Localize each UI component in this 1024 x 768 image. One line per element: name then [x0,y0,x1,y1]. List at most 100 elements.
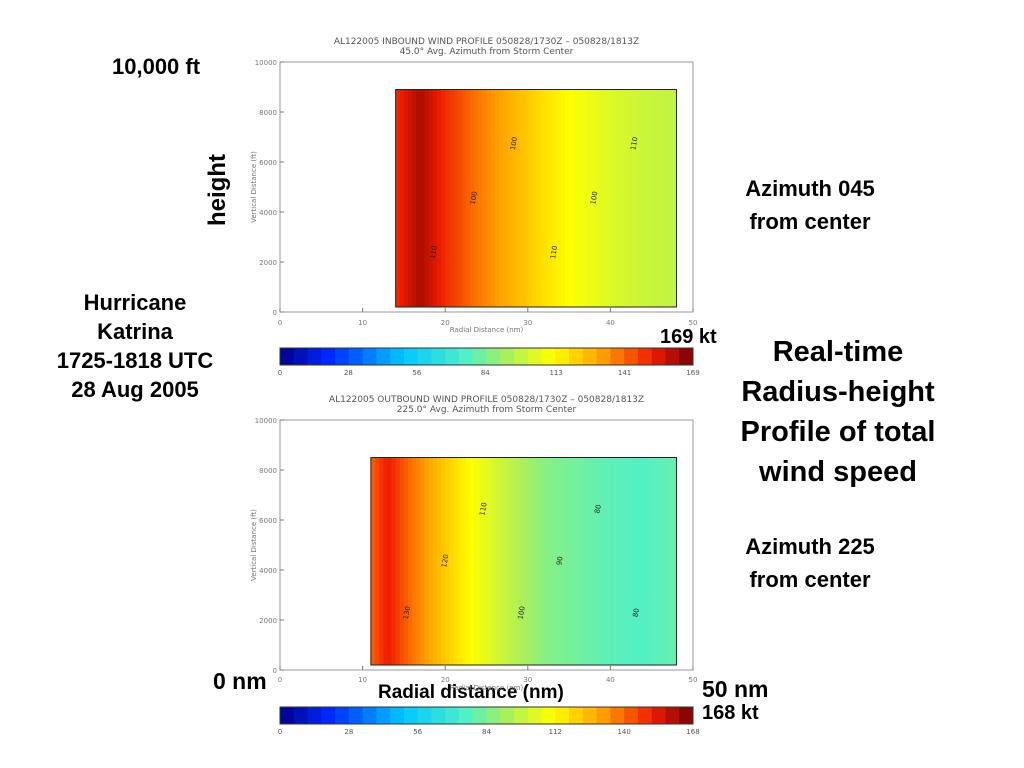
x-tick-label: 30 [523,319,532,327]
heatmap-cell [655,89,661,307]
chart-subtitle: 225.0° Avg. Azimuth from Storm Center [397,405,577,415]
heatmap-cell [469,457,475,665]
plot-frame [279,61,694,313]
heatmap-cell [478,89,483,307]
plot-frame [279,419,694,671]
heatmap-cell [560,89,566,307]
colorbar-segment [472,707,487,724]
heatmap-cell [622,457,628,665]
heatmap-cell [453,89,459,307]
heatmap-cell [606,89,611,307]
heatmap-cell [655,457,661,665]
colorbar-tick-label: 168 [686,728,699,736]
y-axis-title: Vertical Distance (ft) [250,151,258,223]
contour-label: 90 [555,556,564,566]
colorbar-frame [279,706,694,725]
heatmap-cell [598,89,603,307]
colorbar-tick-label: 28 [344,369,353,377]
y-tick-label: 8000 [259,467,277,475]
main-title-block: Real-time Radius-height Profile of total… [708,332,968,492]
colorbar-tick-label: 141 [618,369,631,377]
heatmap-cell [486,89,492,307]
outbound-chart-group: AL122005 OUTBOUND WIND PROFILE 050828/17… [250,395,700,736]
x-axis-title: Radial Distance (nm) [450,684,524,692]
heatmap-cell [395,89,401,307]
heatmap-cell [494,457,500,665]
colorbar-segment [582,348,598,365]
heatmap-cell [519,457,525,665]
heatmap-cell [432,89,438,307]
y-tick-label: 4000 [259,209,277,217]
colorbar-segment [679,707,694,724]
heatmap-cell [622,89,628,307]
colorbar-segment [403,707,419,724]
heatmap-cell [569,457,574,665]
heatmap-cell [498,89,504,307]
contour-label: 120 [440,554,450,569]
colorbar-segment [362,707,377,724]
colorbar-segment [610,348,625,365]
heatmap-cell [651,457,657,665]
colorbar-segment [555,348,570,365]
heatmap-cell [668,457,673,665]
heatmap-cell [416,457,422,665]
azimuth-225-label: Azimuth 225 from center [710,530,910,596]
colorbar-tick-label: 56 [413,728,422,736]
heatmap-cell [474,457,479,665]
heatmap-cell [474,89,479,307]
heatmap-cell [635,89,640,307]
heatmap-cell [457,89,463,307]
height-top-label: 10,000 ft [112,54,201,79]
heatmap-cell [544,89,550,307]
heatmap-cell [531,89,537,307]
heatmap-cell [403,457,409,665]
heatmap-cell [635,457,640,665]
heatmap-cell [659,89,665,307]
contour-label: 100 [589,191,599,206]
y-tick-label: 0 [273,309,277,317]
azimuth-045-line2: from center [749,209,871,234]
y-tick-label: 4000 [259,567,277,575]
radius-start-label: 0 nm [213,668,267,694]
heatmap-cell [465,89,471,307]
heatmap-cell [408,89,413,307]
heatmap-cell [614,457,620,665]
contour-label: 110 [429,245,439,260]
colorbar-segment [637,707,653,724]
heatmap-cell [672,89,678,307]
colorbar-segment [569,348,584,365]
colorbar-segment [569,707,584,724]
heatmap-cell [408,457,413,665]
colorbar-segment [514,707,529,724]
colorbar-segment [280,348,295,365]
colorbar-tick-label: 84 [482,728,491,736]
heatmap-cell [573,89,578,307]
colorbar-segment [541,707,556,724]
contour-label: 110 [549,245,559,260]
colorbar-segment [335,348,350,365]
y-tick-label: 10000 [255,417,277,425]
colorbar-tick-label: 169 [686,369,699,377]
colorbar-segment [458,707,474,724]
heatmap-cell [436,457,442,665]
colorbar-segment [321,348,336,365]
heatmap-cell [639,89,645,307]
heatmap-cell [482,89,488,307]
colorbar-segment [665,348,680,365]
heatmap-cell [424,89,430,307]
x-tick-label: 20 [441,676,450,684]
heatmap-cell [445,89,450,307]
main-title-line2: Radius-height [741,376,935,408]
heatmap-cell [399,457,405,665]
heatmap-cell [536,89,541,307]
heatmap-cell [416,89,422,307]
heatmap-cell [478,457,483,665]
colorbar-segment [610,707,625,724]
heatmap-cell [668,89,673,307]
colorbar-segment [637,348,653,365]
heatmap-cell [548,457,554,665]
colorbar-segment [376,707,391,724]
colorbar-segment [500,707,515,724]
colorbar-tick-label: 84 [481,369,490,377]
